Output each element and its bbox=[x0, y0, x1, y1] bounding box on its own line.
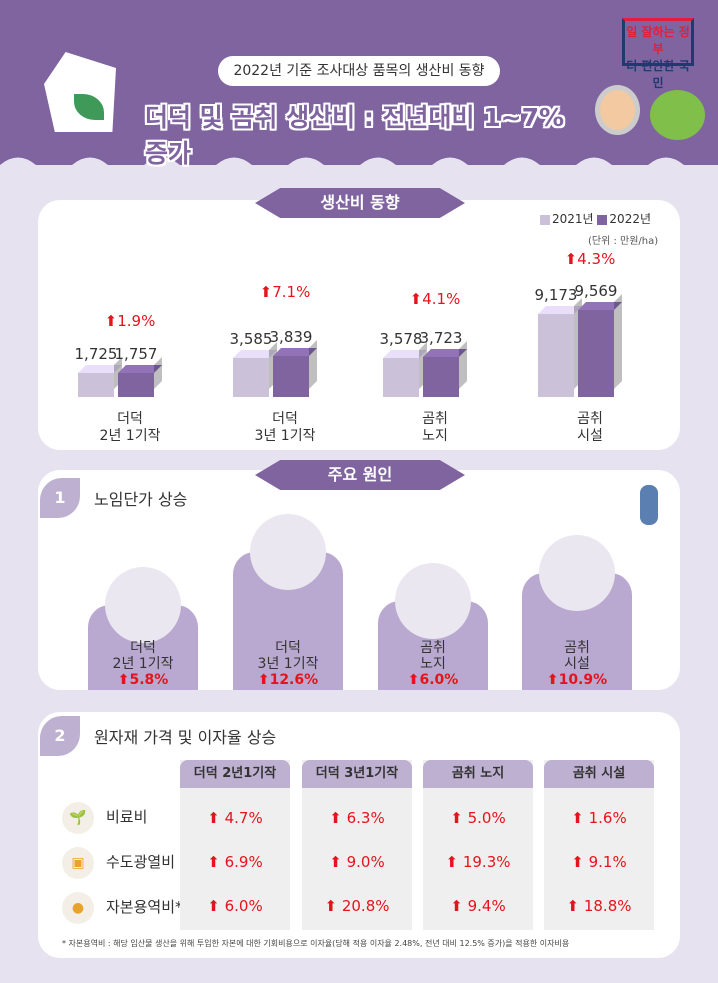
bar-value: 3,578 bbox=[379, 330, 423, 349]
logo-line1: 일 잘하는 정부 bbox=[626, 25, 690, 56]
legend-2022: 2022년 bbox=[609, 212, 652, 226]
section-title-labor: 노임단가 상승 bbox=[94, 490, 188, 509]
grandfather-illustration bbox=[595, 85, 640, 135]
chart-legend: 2021년 2022년 bbox=[540, 210, 651, 227]
page-title: 더덕 및 곰취 생산비 : 전년대비 1~7% 증가 bbox=[145, 103, 565, 168]
section-title-materials: 원자재 가격 및 이자율 상승 bbox=[94, 728, 277, 747]
row-label: ▣ 수도광열비 bbox=[62, 840, 175, 884]
section-ribbon-cost-trend: 생산비 동향 bbox=[255, 188, 465, 218]
chart-group: ⬆1.9% 1,725 1,757 더덕 2년 1기작 bbox=[60, 250, 200, 445]
logo-line2: 더 편안한 국민 bbox=[626, 59, 690, 90]
change-label: ⬆4.3% bbox=[564, 250, 616, 268]
up-arrow-icon: ⬆ bbox=[546, 672, 559, 688]
row-label: 🌱 비료비 bbox=[62, 795, 147, 839]
chart-group: ⬆4.1% 3,578 3,723 곰취 노지 bbox=[365, 250, 505, 445]
wave-divider bbox=[0, 157, 718, 180]
row-icon: 🌱 bbox=[62, 801, 94, 834]
row-label: ● 자본용역비* bbox=[62, 885, 183, 929]
column-header: 더덕 2년1기작 bbox=[180, 760, 290, 788]
table-cell: ⬆ 6.3% bbox=[329, 809, 385, 827]
bar-2022년 bbox=[423, 357, 459, 397]
bar-value: 9,173 bbox=[534, 285, 578, 304]
crop-icon bbox=[105, 567, 181, 643]
crop-icon bbox=[395, 563, 471, 639]
chart-group: ⬆7.1% 3,585 3,839 더덕 3년 1기작 bbox=[215, 250, 355, 445]
bar-2022년 bbox=[578, 310, 614, 397]
table-column: 더덕 2년1기작 ⬆ 4.7% ⬆ 6.9% ⬆ 6.0% bbox=[180, 760, 290, 930]
table-cell: ⬆ 6.9% bbox=[207, 853, 263, 871]
labor-item: 곰취 노지 ⬆6.0% bbox=[378, 563, 488, 690]
bar-2022년 bbox=[273, 356, 309, 397]
bar-value: 9,569 bbox=[574, 282, 618, 301]
table-cell: ⬆ 19.3% bbox=[445, 853, 511, 871]
column-header: 곰취 시설 bbox=[544, 760, 654, 788]
unit-label: (단위 : 만원/ha) bbox=[588, 236, 659, 247]
up-arrow-icon: ⬆ bbox=[409, 290, 423, 308]
change-label: ⬆4.1% bbox=[409, 290, 461, 308]
category-label: 곰취 노지 bbox=[422, 411, 448, 444]
table-cell: ⬆ 9.1% bbox=[571, 853, 627, 871]
table-cell: ⬆ 4.7% bbox=[207, 809, 263, 827]
table-column: 곰취 노지 ⬆ 5.0% ⬆ 19.3% ⬆ 9.4% bbox=[423, 760, 533, 930]
bar-value: 3,585 bbox=[229, 330, 273, 349]
up-arrow-icon: ⬆ bbox=[407, 672, 420, 688]
change-label: ⬆1.9% bbox=[104, 312, 156, 330]
up-arrow-icon: ⬆ bbox=[117, 672, 130, 688]
table-column: 곰취 시설 ⬆ 1.6% ⬆ 9.1% ⬆ 18.8% bbox=[544, 760, 654, 930]
table-cell: ⬆ 18.8% bbox=[566, 897, 632, 915]
up-arrow-icon: ⬆ bbox=[564, 250, 578, 268]
table-cell: ⬆ 9.4% bbox=[450, 897, 506, 915]
crop-icon bbox=[539, 535, 615, 611]
up-arrow-icon: ⬆ bbox=[259, 283, 273, 301]
section-number-2: 2 bbox=[40, 716, 80, 756]
column-header: 더덕 3년1기작 bbox=[302, 760, 412, 788]
tree-illustration bbox=[650, 90, 705, 140]
labor-item: 더덕 2년 1기작 ⬆5.8% bbox=[88, 567, 198, 690]
row-icon: ▣ bbox=[62, 846, 94, 879]
category-label: 곰취 시설 bbox=[577, 411, 603, 444]
table-column: 더덕 3년1기작 ⬆ 6.3% ⬆ 9.0% ⬆ 20.8% bbox=[302, 760, 412, 930]
table-cell: ⬆ 9.0% bbox=[329, 853, 385, 871]
table-cell: ⬆ 20.8% bbox=[324, 897, 390, 915]
government-logo: 일 잘하는 정부 더 편안한 국민 bbox=[622, 18, 694, 90]
legend-swatch-2021 bbox=[540, 214, 550, 225]
labor-item: 곰취 시설 ⬆10.9% bbox=[522, 535, 632, 690]
category-label: 더덕 3년 1기작 bbox=[254, 411, 316, 444]
bar-2021년 bbox=[538, 313, 574, 397]
bar-value: 1,757 bbox=[114, 344, 158, 363]
bar-2021년 bbox=[233, 358, 269, 397]
up-arrow-icon: ⬆ bbox=[257, 672, 270, 688]
footnote: * 자본용역비 : 해당 임산물 생산을 위해 투입한 자본에 대한 기회비용으… bbox=[62, 939, 570, 948]
bar-value: 3,839 bbox=[269, 328, 313, 347]
table-cell: ⬆ 1.6% bbox=[571, 809, 627, 827]
header-subtitle: 2022년 기준 조사대상 품목의 생산비 동향 bbox=[218, 56, 500, 86]
table-cell: ⬆ 6.0% bbox=[207, 897, 263, 915]
up-arrow-icon: ⬆ bbox=[104, 312, 118, 330]
table-cell: ⬆ 5.0% bbox=[450, 809, 506, 827]
section-number-1: 1 bbox=[40, 478, 80, 518]
legend-swatch-2022 bbox=[597, 214, 608, 225]
bar-value: 3,723 bbox=[419, 329, 463, 348]
section-ribbon-main-causes: 주요 원인 bbox=[255, 460, 465, 490]
legend-2021: 2021년 bbox=[552, 212, 594, 226]
category-label: 더덕 2년 1기작 bbox=[99, 411, 161, 444]
chart-group: ⬆4.3% 9,173 9,569 곰취 시설 bbox=[520, 250, 660, 445]
row-icon: ● bbox=[62, 891, 94, 924]
bar-2021년 bbox=[78, 373, 114, 397]
bar-2021년 bbox=[383, 358, 419, 397]
crop-icon bbox=[250, 514, 326, 590]
bar-value: 1,725 bbox=[74, 345, 118, 364]
labor-item: 더덕 3년 1기작 ⬆12.6% bbox=[233, 514, 343, 690]
change-label: ⬆7.1% bbox=[259, 283, 311, 301]
bar-2022년 bbox=[118, 372, 154, 397]
column-header: 곰취 노지 bbox=[423, 760, 533, 788]
farmer-illustration bbox=[640, 485, 658, 525]
